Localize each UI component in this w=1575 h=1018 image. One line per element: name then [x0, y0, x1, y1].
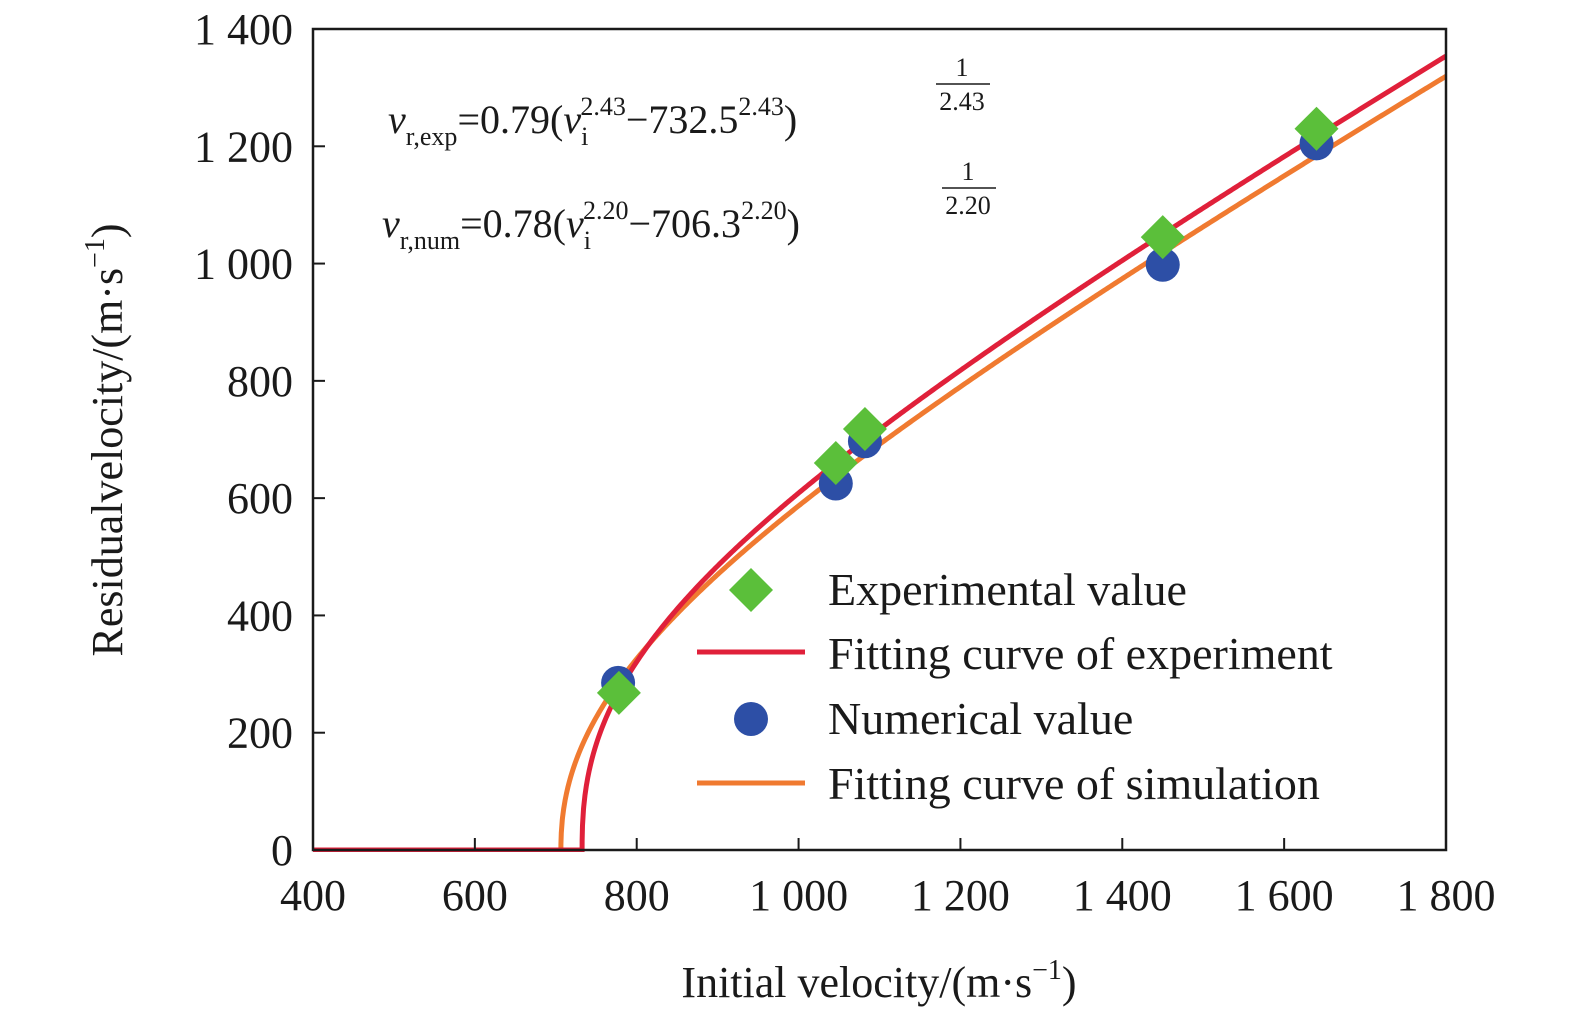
legend-label-numerical: Numerical value — [828, 693, 1133, 744]
x-tick-label: 1 000 — [749, 871, 848, 920]
svg-text:1: 1 — [962, 157, 975, 186]
y-tick-label: 1 400 — [194, 5, 293, 54]
equation-experiment: vr,exp=0.79(vi2.43−732.52.43) 1 2.43 — [388, 53, 990, 151]
y-tick-label: 400 — [227, 591, 293, 640]
legend-item-fit-simulation: Fitting curve of simulation — [697, 758, 1320, 809]
x-tick-label: 1 600 — [1235, 871, 1334, 920]
y-axis-ticks: 0 200 400 600 800 1 000 1 200 1 400 — [194, 5, 325, 875]
legend-label-fit-simulation: Fitting curve of simulation — [828, 758, 1320, 809]
x-tick-label: 1 800 — [1397, 871, 1496, 920]
numerical-point — [1145, 247, 1180, 282]
y-tick-label: 200 — [227, 709, 293, 758]
experimental-point — [1140, 215, 1185, 260]
plot-frame — [311, 27, 1448, 852]
y-tick-label: 1 000 — [194, 240, 293, 289]
legend-label-fit-experiment: Fitting curve of experiment — [828, 628, 1333, 679]
experimental-point — [1294, 106, 1339, 151]
experimental-point — [596, 670, 641, 715]
legend-item-fit-experiment: Fitting curve of experiment — [697, 628, 1333, 679]
equation-simulation: vr,num=0.78(vi2.20−706.32.20) 1 2.20 — [382, 157, 996, 255]
y-tick-label: 0 — [271, 826, 293, 875]
y-tick-label: 800 — [227, 357, 293, 406]
x-axis-ticks: 400 600 800 1 000 1 200 1 400 1 600 1 800 — [280, 838, 1496, 920]
x-tick-label: 400 — [280, 871, 346, 920]
x-tick-label: 800 — [604, 871, 670, 920]
experimental-point — [813, 440, 858, 485]
y-tick-label: 1 200 — [194, 122, 293, 171]
svg-text:1: 1 — [956, 53, 969, 82]
legend-item-experimental: Experimental value — [729, 564, 1187, 615]
svg-text:vr,num=0.78(vi2.20−706.32.20): vr,num=0.78(vi2.20−706.32.20) — [382, 196, 800, 255]
legend-label-experimental: Experimental value — [828, 564, 1187, 615]
legend-item-numerical: Numerical value — [734, 693, 1133, 744]
y-tick-label: 600 — [227, 474, 293, 523]
legend-circle-marker — [734, 702, 768, 736]
x-tick-label: 1 200 — [911, 871, 1010, 920]
legend-diamond-marker — [729, 568, 773, 612]
svg-text:2.20: 2.20 — [945, 191, 991, 220]
x-axis-title: Initial velocity/(m·s−1) — [681, 955, 1076, 1007]
y-axis-title: Residualvelocity/(m·s−1) — [80, 223, 132, 656]
x-tick-label: 600 — [442, 871, 508, 920]
x-tick-label: 1 400 — [1073, 871, 1172, 920]
experimental-point — [842, 406, 887, 451]
legend: Experimental value Fitting curve of expe… — [697, 564, 1333, 809]
svg-text:vr,exp=0.79(vi2.43−732.52.43): vr,exp=0.79(vi2.43−732.52.43) — [388, 92, 797, 151]
data-points-layer — [596, 106, 1339, 715]
svg-text:2.43: 2.43 — [939, 87, 985, 116]
